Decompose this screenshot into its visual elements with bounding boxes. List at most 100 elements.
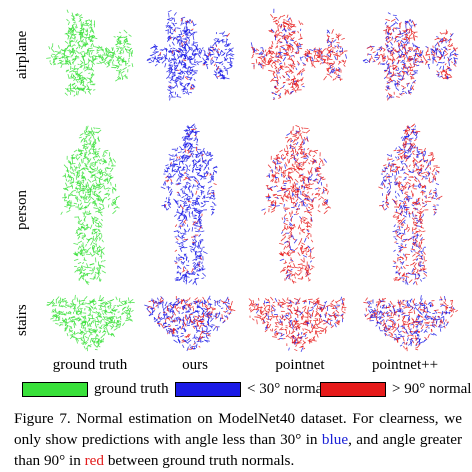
normal-glyph (50, 46, 53, 49)
normal-glyph (73, 165, 77, 170)
normal-glyph (309, 58, 312, 62)
normal-glyph (123, 74, 127, 77)
normal-glyph (193, 238, 198, 243)
normal-glyph (213, 169, 218, 174)
normal-glyph (331, 49, 334, 54)
normal-glyph (289, 28, 292, 31)
normal-glyph (167, 201, 171, 204)
normal-glyph (413, 159, 415, 165)
normal-glyph (177, 235, 182, 239)
normal-glyph (82, 187, 85, 192)
normal-glyph (90, 321, 93, 325)
normal-glyph (65, 32, 70, 38)
normal-glyph (280, 166, 283, 171)
normal-glyph (92, 57, 94, 63)
normal-glyph (323, 158, 328, 163)
normal-glyph (203, 53, 206, 56)
normal-glyph (178, 166, 182, 169)
normal-glyph (210, 154, 214, 157)
normal-glyph (96, 249, 101, 253)
normal-glyph (181, 34, 185, 37)
normal-glyph (280, 186, 283, 190)
normal-glyph (79, 64, 83, 69)
normal-glyph (107, 300, 112, 304)
normal-glyph (397, 170, 400, 175)
normal-glyph (91, 179, 96, 182)
normal-glyph (323, 48, 327, 50)
normal-glyph (96, 51, 99, 54)
normal-glyph (108, 173, 111, 175)
normal-glyph (194, 132, 198, 136)
normal-glyph (402, 66, 406, 69)
normal-glyph (78, 164, 80, 169)
normal-glyph (183, 178, 187, 181)
normal-glyph (317, 57, 322, 59)
normal-glyph (84, 195, 88, 199)
normal-glyph (125, 319, 130, 322)
normal-glyph (302, 176, 306, 182)
normal-glyph (200, 202, 203, 205)
normal-glyph (422, 247, 424, 252)
normal-glyph (388, 78, 392, 82)
normal-glyph (103, 315, 106, 320)
normal-glyph (389, 32, 392, 35)
normal-glyph (184, 148, 187, 153)
normal-glyph (404, 195, 408, 199)
normal-glyph (95, 176, 100, 180)
normal-glyph (417, 182, 421, 187)
normal-glyph (68, 49, 72, 52)
normal-glyph (106, 327, 109, 333)
normal-glyph (290, 44, 292, 48)
normal-glyph (283, 156, 287, 160)
normal-glyph (297, 278, 303, 280)
normal-glyph (395, 87, 400, 91)
normal-glyph (201, 247, 203, 252)
normal-glyph (304, 237, 307, 243)
normal-glyph (184, 198, 186, 201)
normal-glyph (290, 212, 292, 218)
normal-glyph (188, 205, 192, 210)
normal-glyph (398, 225, 401, 230)
normal-glyph (166, 179, 170, 182)
normal-glyph (334, 54, 339, 57)
normal-glyph (100, 319, 103, 324)
normal-glyph (286, 139, 290, 143)
normal-glyph (185, 216, 188, 221)
normal-glyph (67, 44, 71, 47)
normal-glyph (264, 60, 267, 64)
normal-glyph (91, 144, 95, 148)
normal-glyph (206, 154, 211, 157)
normal-glyph (387, 181, 393, 185)
normal-glyph (84, 136, 88, 140)
normal-glyph (295, 170, 300, 174)
normal-glyph (84, 52, 89, 56)
normal-glyph (329, 48, 332, 54)
normal-glyph (213, 183, 217, 185)
normal-glyph (117, 55, 120, 60)
normal-glyph (278, 15, 282, 20)
normal-glyph (453, 62, 456, 65)
normal-glyph (435, 195, 438, 198)
normal-glyph (88, 36, 91, 40)
normal-glyph (418, 255, 423, 257)
normal-glyph (420, 208, 423, 211)
normal-glyph (393, 22, 396, 25)
normal-glyph (69, 336, 73, 340)
normal-glyph (83, 274, 88, 277)
normal-glyph (276, 74, 279, 80)
normal-glyph (93, 185, 98, 188)
normal-glyph (427, 59, 431, 61)
normal-glyph (189, 32, 194, 37)
normal-glyph (192, 200, 197, 202)
normal-glyph (420, 164, 423, 167)
normal-glyph (84, 226, 88, 230)
normal-glyph (161, 204, 166, 207)
normal-glyph (188, 164, 191, 167)
normal-glyph (283, 182, 287, 185)
normal-glyph (290, 139, 294, 143)
normal-glyph (332, 39, 337, 43)
normal-glyph (283, 240, 289, 244)
normal-glyph (69, 207, 71, 210)
normal-glyph (205, 57, 210, 61)
normal-glyph (187, 185, 192, 189)
